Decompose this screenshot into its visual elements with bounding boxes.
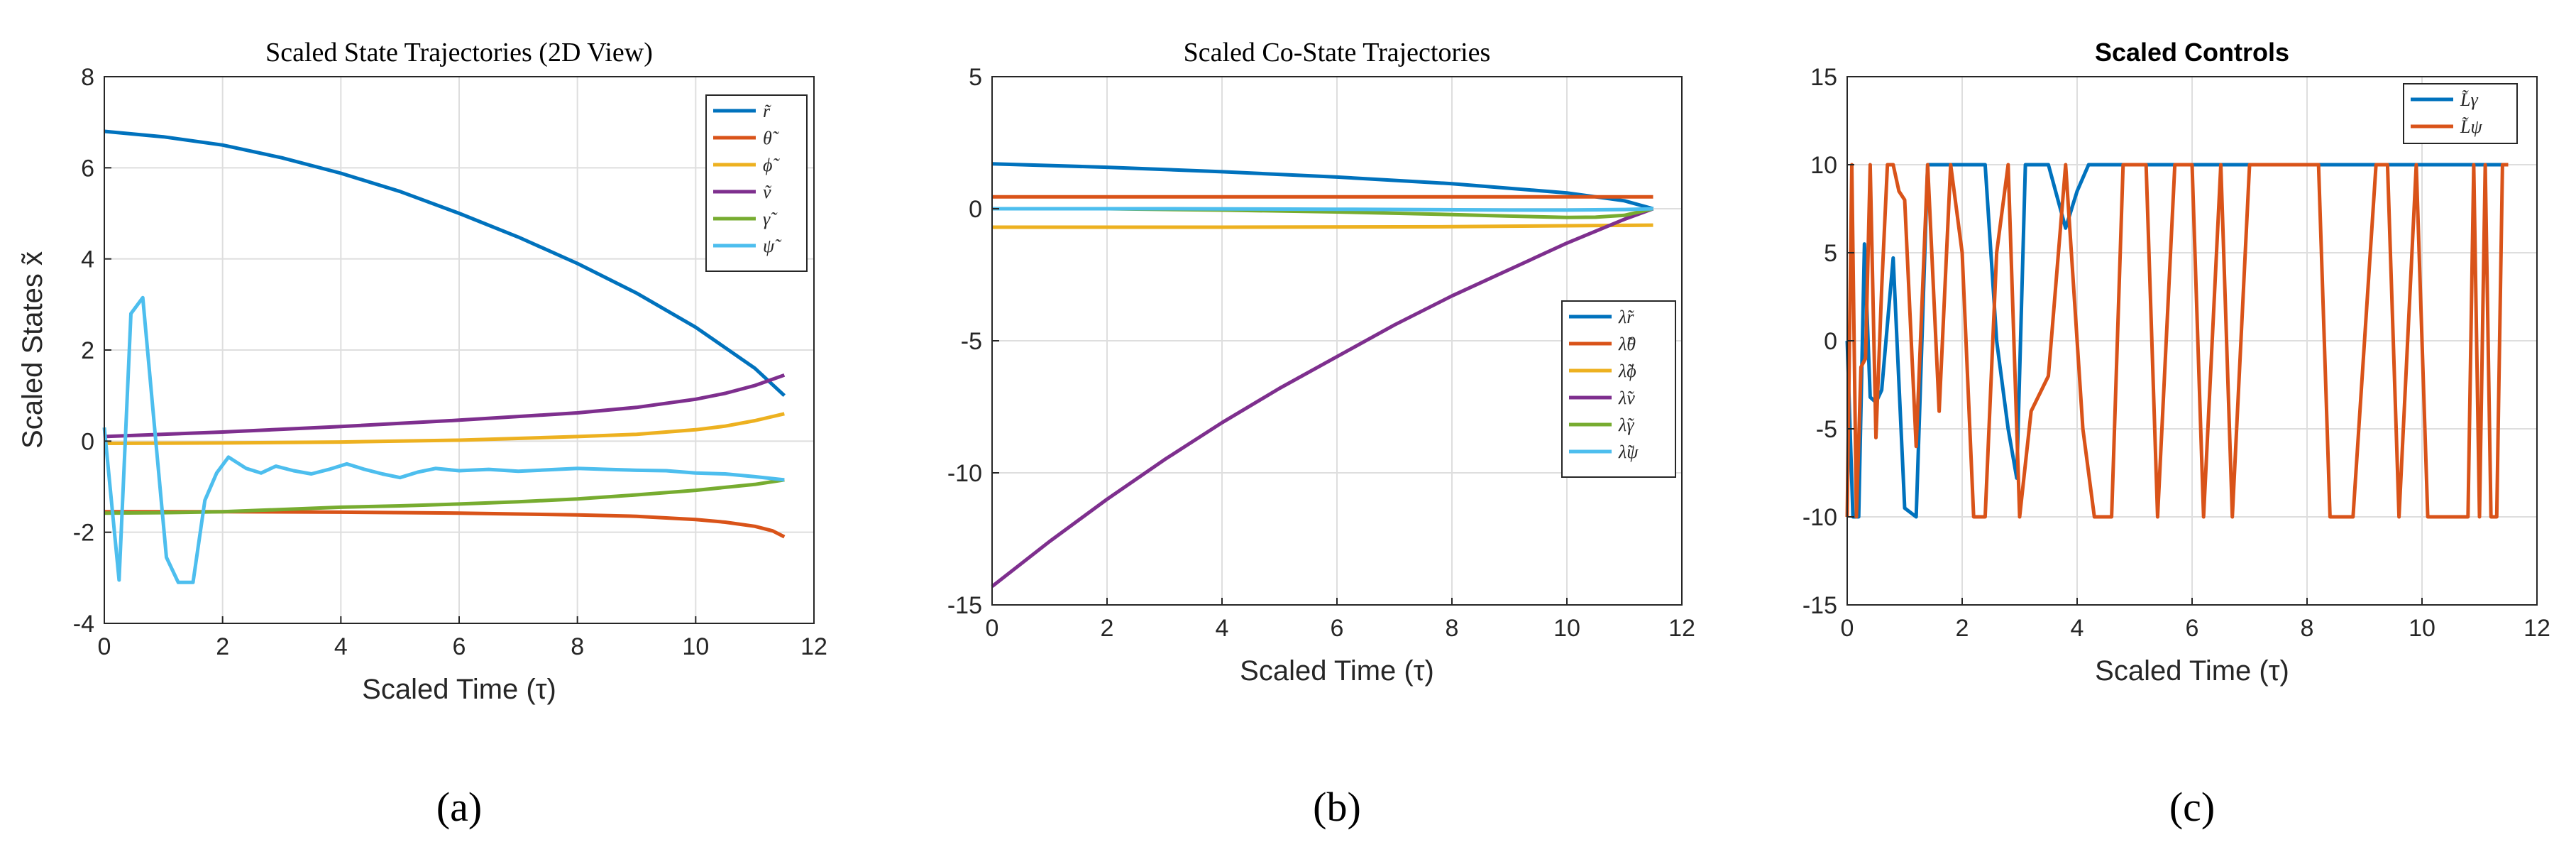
x-tick-label: 8 [2301,615,2314,642]
x-tick-label: 2 [1101,615,1114,642]
series-line-5 [104,478,785,515]
y-tick-label: 5 [969,64,982,91]
legend-box [2403,83,2518,144]
x-tick-label: 4 [1216,615,1229,642]
x-axis-label: Scaled Time (τ) [2095,655,2289,687]
x-tick-label: 0 [1841,615,1854,642]
legend-label-1: L̃γ [2460,89,2478,110]
x-tick-label: 12 [2523,615,2550,642]
x-tick-label: 10 [682,633,709,660]
legend-label-5: λ̃γ [1618,415,1634,435]
y-tick-label: 15 [1810,64,1837,91]
x-tick-label: 10 [2409,615,2435,642]
y-axis-label: Scaled States x̃ [17,251,48,449]
y-tick-label: -5 [961,328,982,355]
legend-label-2: λ̃θ [1618,334,1636,354]
series-line-6 [102,295,785,584]
chart-3: 0 2 4 6 8 10 12 -15 -10 -5 0 5 10 15 Scaled Controls Sc… [1802,38,2550,830]
y-tick-label: 0 [1824,328,1837,355]
y-tick-label: -15 [1802,592,1837,619]
y-tick-label: 0 [969,196,982,223]
series-line-1 [1845,163,2509,519]
y-tick-label: 0 [81,428,94,455]
y-tick-label: 4 [81,246,94,273]
legend-box [705,94,808,272]
y-tick-label: -15 [947,592,982,619]
legend-label-1: r̃ [763,101,771,121]
series-line-1 [991,162,1654,211]
legend-label-4: ṽ [763,182,772,202]
chart-1: 0 2 4 6 8 10 12 -4 -2 0 2 4 6 8 Scaled State Trajector… [17,38,827,830]
series-line-3 [104,412,785,445]
x-tick-label: 8 [571,633,584,660]
legend-label-4: λ̃v [1618,388,1635,408]
x-tick-label: 2 [1956,615,1969,642]
x-tick-label: 10 [1553,615,1580,642]
x-tick-label: 12 [1668,615,1695,642]
y-tick-label: -10 [947,460,982,487]
x-tick-label: 2 [216,633,229,660]
series-line-3 [992,223,1653,229]
y-tick-label: -2 [73,520,94,547]
legend-label-1: λ̃r [1618,307,1634,327]
x-tick-label: 0 [98,633,111,660]
series-line-6 [992,207,1653,212]
chart-title: Scaled State Trajectories (2D View) [265,38,653,67]
x-tick-label: 6 [453,633,466,660]
y-tick-label: 5 [1824,240,1837,267]
legend-label-3: λ̃ϕ [1618,361,1636,381]
series-line-2 [104,510,786,539]
x-tick-label: 0 [986,615,999,642]
series-line-2 [1845,163,2509,519]
x-tick-label: 4 [2071,615,2084,642]
x-tick-label: 6 [2186,615,2199,642]
panel-label: (b) [1313,784,1361,830]
y-tick-label: -5 [1816,416,1837,443]
panel-label: (c) [2169,784,2215,830]
chart-2: 0 2 4 6 8 10 12 -15 -10 -5 0 5 Scaled Co-State Traje… [947,38,1695,830]
legend-label-6: λ̃ψ [1618,442,1639,462]
legend-box [1561,300,1676,478]
y-tick-label: -10 [1802,504,1837,531]
panel-label: (a) [436,784,482,830]
x-tick-label: 12 [800,633,827,660]
x-tick-label: 8 [1446,615,1459,642]
y-tick-label: 6 [81,155,94,182]
legend-label-2: L̃ψ [2460,116,2482,137]
x-tick-label: 4 [334,633,348,660]
x-axis-label: Scaled Time (τ) [362,674,556,705]
series-line-4 [991,207,1654,588]
y-tick-label: -4 [73,611,94,638]
chart-title: Scaled Co-State Trajectories [1184,38,1491,67]
chart-title: Scaled Controls [2095,38,2289,67]
series-line-1 [104,129,786,398]
x-tick-label: 6 [1331,615,1344,642]
series-line-4 [104,373,786,439]
x-axis-label: Scaled Time (τ) [1240,655,1434,687]
y-tick-label: 2 [81,337,94,364]
y-tick-label: 8 [81,64,94,91]
y-tick-label: 10 [1810,152,1837,179]
